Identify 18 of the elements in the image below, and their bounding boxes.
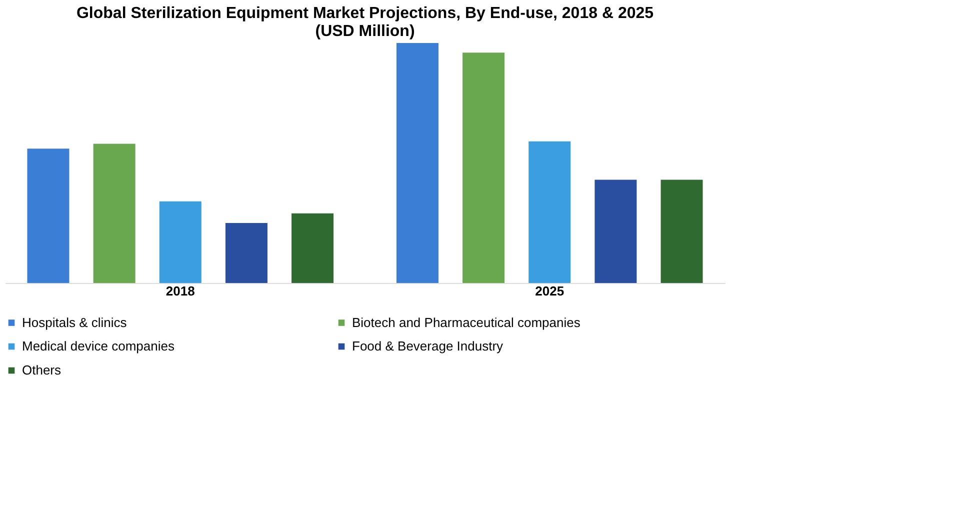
legend-label: Medical device companies: [22, 338, 175, 354]
bar: [159, 201, 202, 283]
bar: [528, 141, 571, 283]
bar: [93, 144, 136, 283]
x-tick-label: 2018: [166, 284, 195, 298]
legend-label: Others: [22, 362, 62, 378]
chart-title: Global Sterilization Equipment Market Projections, By End-use, 2018 & 2025 (USD Million): [76, 5, 654, 40]
bar: [396, 43, 438, 283]
bar: [27, 148, 70, 283]
legend-label: Hospitals & clinics: [22, 314, 128, 330]
x-tick-label: 2025: [535, 284, 564, 298]
bar: [292, 213, 334, 283]
bar: [225, 223, 268, 283]
bar: [660, 180, 703, 283]
bar: [462, 52, 505, 283]
legend-label: Food & Beverage Industry: [352, 338, 504, 354]
bar: [594, 180, 637, 283]
legend-label: Biotech and Pharmaceutical companies: [352, 314, 581, 330]
